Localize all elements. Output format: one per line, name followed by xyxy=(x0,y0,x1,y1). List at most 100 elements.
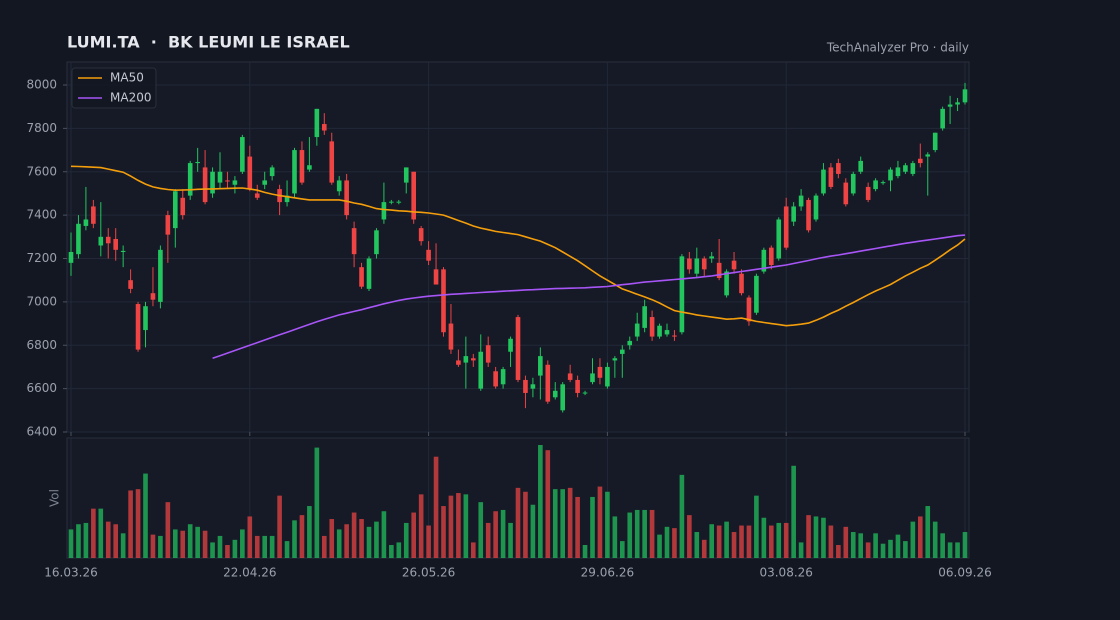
volume-bar xyxy=(366,526,372,558)
candle-body xyxy=(925,154,931,157)
volume-bar xyxy=(523,491,528,558)
volume-bar xyxy=(411,512,417,558)
volume-bar xyxy=(783,522,789,558)
volume-bar xyxy=(396,542,402,558)
x-tick-label: 03.08.26 xyxy=(759,566,812,580)
candle-body xyxy=(321,124,327,131)
volume-bar xyxy=(642,509,647,558)
volume-bar xyxy=(195,526,200,558)
volume-bar xyxy=(113,524,119,558)
candle-body xyxy=(485,345,491,363)
volume-bar xyxy=(575,496,580,558)
volume-bar xyxy=(180,530,186,558)
candle-body xyxy=(441,269,446,333)
candle-body xyxy=(202,167,208,203)
candle-body xyxy=(232,180,238,185)
volume-bar xyxy=(418,494,424,558)
volume-bar xyxy=(567,487,573,558)
chart-subtitle: TechAnalyzer Pro · daily xyxy=(826,41,969,55)
candles xyxy=(68,82,968,413)
candle-body xyxy=(813,195,819,220)
candle-body xyxy=(284,195,290,203)
candle-body xyxy=(247,156,253,190)
candle-body xyxy=(143,306,148,331)
candle-body xyxy=(336,180,342,192)
volume-bar xyxy=(508,522,513,558)
candle-body xyxy=(612,358,618,361)
candle-body xyxy=(724,271,729,296)
candle-body xyxy=(664,330,670,335)
candle-body xyxy=(240,137,245,172)
candle-body xyxy=(806,199,811,231)
candle-body xyxy=(552,390,558,398)
candle-body xyxy=(307,165,312,170)
candle-body xyxy=(701,258,707,270)
candle-body xyxy=(858,160,864,172)
y-tick-label: 7000 xyxy=(26,294,57,308)
volume-bar xyxy=(143,473,148,558)
candle-body xyxy=(873,180,878,190)
volume-bar xyxy=(612,516,618,558)
volume-bar xyxy=(344,524,349,558)
volume-bar xyxy=(165,502,171,558)
volume-bar xyxy=(694,532,700,558)
legend-label: MA200 xyxy=(110,91,151,105)
volume-bar xyxy=(724,521,729,558)
candle-body xyxy=(679,256,685,333)
candle-body xyxy=(426,249,431,261)
ma-lines xyxy=(70,165,966,360)
volume-bar xyxy=(247,516,253,558)
candle-body xyxy=(888,169,893,181)
volume-bar xyxy=(597,486,603,558)
volume-bar xyxy=(791,465,796,558)
volume-bar xyxy=(269,535,275,558)
volume-bar xyxy=(336,529,342,558)
volume-label: Vol xyxy=(48,489,62,507)
volume-bar xyxy=(135,489,141,558)
volume-bar xyxy=(605,491,610,558)
volume-bar xyxy=(172,529,178,558)
x-tick-label: 29.06.26 xyxy=(581,566,634,580)
volume-bar xyxy=(91,508,96,558)
candle-body xyxy=(575,379,580,393)
volume-bar xyxy=(903,541,908,558)
candle-body xyxy=(180,197,186,216)
y-tick-label: 7400 xyxy=(26,208,57,222)
volume-bar xyxy=(262,535,268,558)
volume-bar xyxy=(679,474,685,558)
candle-body xyxy=(158,249,163,302)
candle-body xyxy=(962,89,968,103)
candle-body xyxy=(262,180,268,185)
candle-body xyxy=(329,141,335,183)
candle-body xyxy=(493,371,498,387)
candle-body xyxy=(768,247,774,266)
candle-body xyxy=(389,201,394,203)
candle-body xyxy=(515,317,521,380)
volume-bar xyxy=(441,506,446,558)
candle-body xyxy=(850,173,856,194)
volume-bar xyxy=(739,525,744,558)
volume-bar xyxy=(925,506,931,558)
candle-body xyxy=(374,230,379,255)
candle-body xyxy=(634,323,640,337)
volume-bar xyxy=(932,521,938,558)
candle-body xyxy=(530,384,536,389)
volume-bar xyxy=(314,447,320,558)
volume-bar xyxy=(76,524,81,558)
volume-bar xyxy=(649,509,655,558)
volume-bar xyxy=(962,532,968,558)
volume-bar xyxy=(478,502,484,558)
candle-body xyxy=(150,293,156,300)
candle-body xyxy=(798,195,804,207)
candle-body xyxy=(195,161,200,164)
x-tick-label: 06.09.26 xyxy=(938,566,991,580)
volume-bar xyxy=(798,542,804,558)
candle-body xyxy=(843,182,849,205)
candle-body xyxy=(917,158,923,164)
volume-bar xyxy=(828,525,834,558)
candle-body xyxy=(448,323,454,350)
volume-bar xyxy=(329,519,335,558)
candle-body xyxy=(403,167,409,183)
volume-bar xyxy=(836,545,841,558)
